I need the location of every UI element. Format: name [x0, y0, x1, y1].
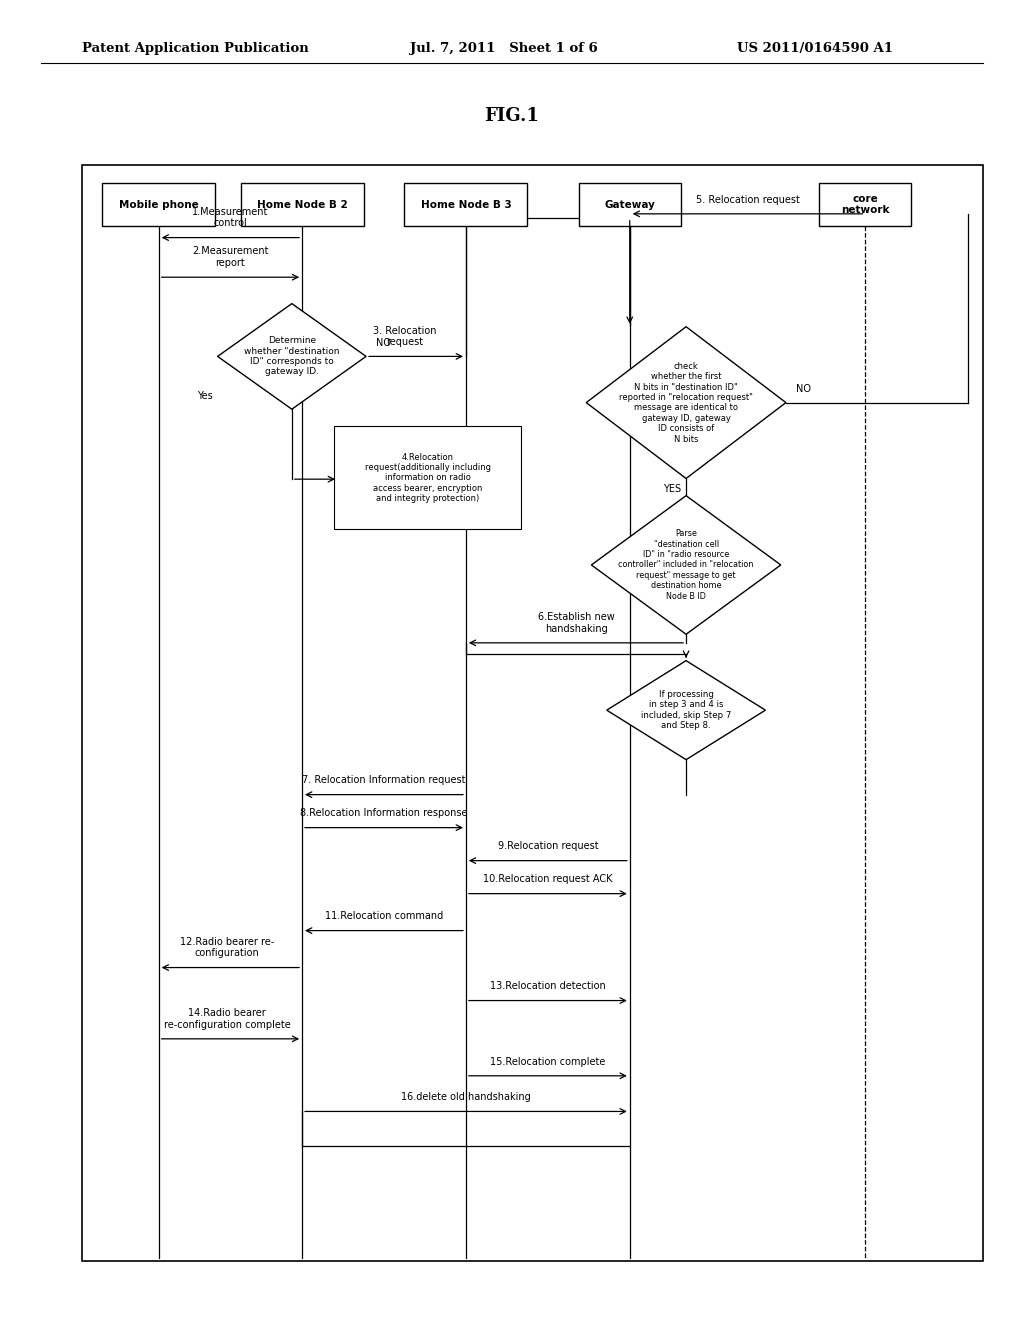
Text: Home Node B 3: Home Node B 3: [421, 199, 511, 210]
Text: 8.Relocation Information response: 8.Relocation Information response: [300, 808, 468, 818]
Text: 6.Establish new
handshaking: 6.Establish new handshaking: [539, 612, 614, 634]
Text: 1.Measurement
control: 1.Measurement control: [193, 207, 268, 228]
Text: core
network: core network: [841, 194, 890, 215]
Text: Gateway: Gateway: [604, 199, 655, 210]
Text: US 2011/0164590 A1: US 2011/0164590 A1: [737, 42, 893, 55]
Text: Determine
whether "destination
ID" corresponds to
gateway ID.: Determine whether "destination ID" corre…: [244, 337, 340, 376]
Text: 9.Relocation request: 9.Relocation request: [498, 841, 598, 851]
Text: Parse
"destination cell
ID" in "radio resource
controller" included in "relocati: Parse "destination cell ID" in "radio re…: [618, 529, 754, 601]
Text: 7. Relocation Information request: 7. Relocation Information request: [302, 775, 466, 785]
Text: 15.Relocation complete: 15.Relocation complete: [490, 1056, 605, 1067]
Polygon shape: [217, 304, 367, 409]
Text: NO: NO: [797, 384, 811, 395]
Text: FIG.1: FIG.1: [484, 107, 540, 125]
FancyBboxPatch shape: [579, 183, 681, 226]
Text: NO: NO: [377, 338, 391, 348]
Text: check
whether the first
N bits in "destination ID"
reported in "relocation reque: check whether the first N bits in "desti…: [620, 362, 753, 444]
Text: 10.Relocation request ACK: 10.Relocation request ACK: [483, 874, 612, 884]
Text: 2.Measurement
report: 2.Measurement report: [193, 247, 268, 268]
Text: 12.Radio bearer re-
configuration: 12.Radio bearer re- configuration: [180, 937, 274, 958]
FancyBboxPatch shape: [819, 183, 911, 226]
Text: Mobile phone: Mobile phone: [119, 199, 199, 210]
Polygon shape: [606, 660, 766, 759]
Text: Home Node B 2: Home Node B 2: [257, 199, 347, 210]
Text: 3. Relocation
request: 3. Relocation request: [373, 326, 436, 347]
Text: 5. Relocation request: 5. Relocation request: [695, 194, 800, 205]
Text: Jul. 7, 2011   Sheet 1 of 6: Jul. 7, 2011 Sheet 1 of 6: [410, 42, 597, 55]
Text: If processing
in step 3 and 4 is
included, skip Step 7
and Step 8.: If processing in step 3 and 4 is include…: [641, 690, 731, 730]
Text: YES: YES: [663, 483, 681, 494]
FancyBboxPatch shape: [241, 183, 364, 226]
FancyBboxPatch shape: [334, 426, 521, 529]
Text: 4.Relocation
request(additionally including
information on radio
access bearer, : 4.Relocation request(additionally includ…: [365, 453, 490, 503]
Text: 14.Radio bearer
re-configuration complete: 14.Radio bearer re-configuration complet…: [164, 1008, 291, 1030]
Text: 16.delete old handshaking: 16.delete old handshaking: [401, 1092, 530, 1102]
FancyBboxPatch shape: [102, 183, 215, 226]
Text: Patent Application Publication: Patent Application Publication: [82, 42, 308, 55]
FancyBboxPatch shape: [404, 183, 527, 226]
Polygon shape: [586, 327, 786, 479]
Text: 13.Relocation detection: 13.Relocation detection: [489, 981, 606, 991]
Text: 11.Relocation command: 11.Relocation command: [325, 911, 443, 921]
Polygon shape: [592, 496, 781, 635]
Text: Yes: Yes: [197, 391, 212, 401]
